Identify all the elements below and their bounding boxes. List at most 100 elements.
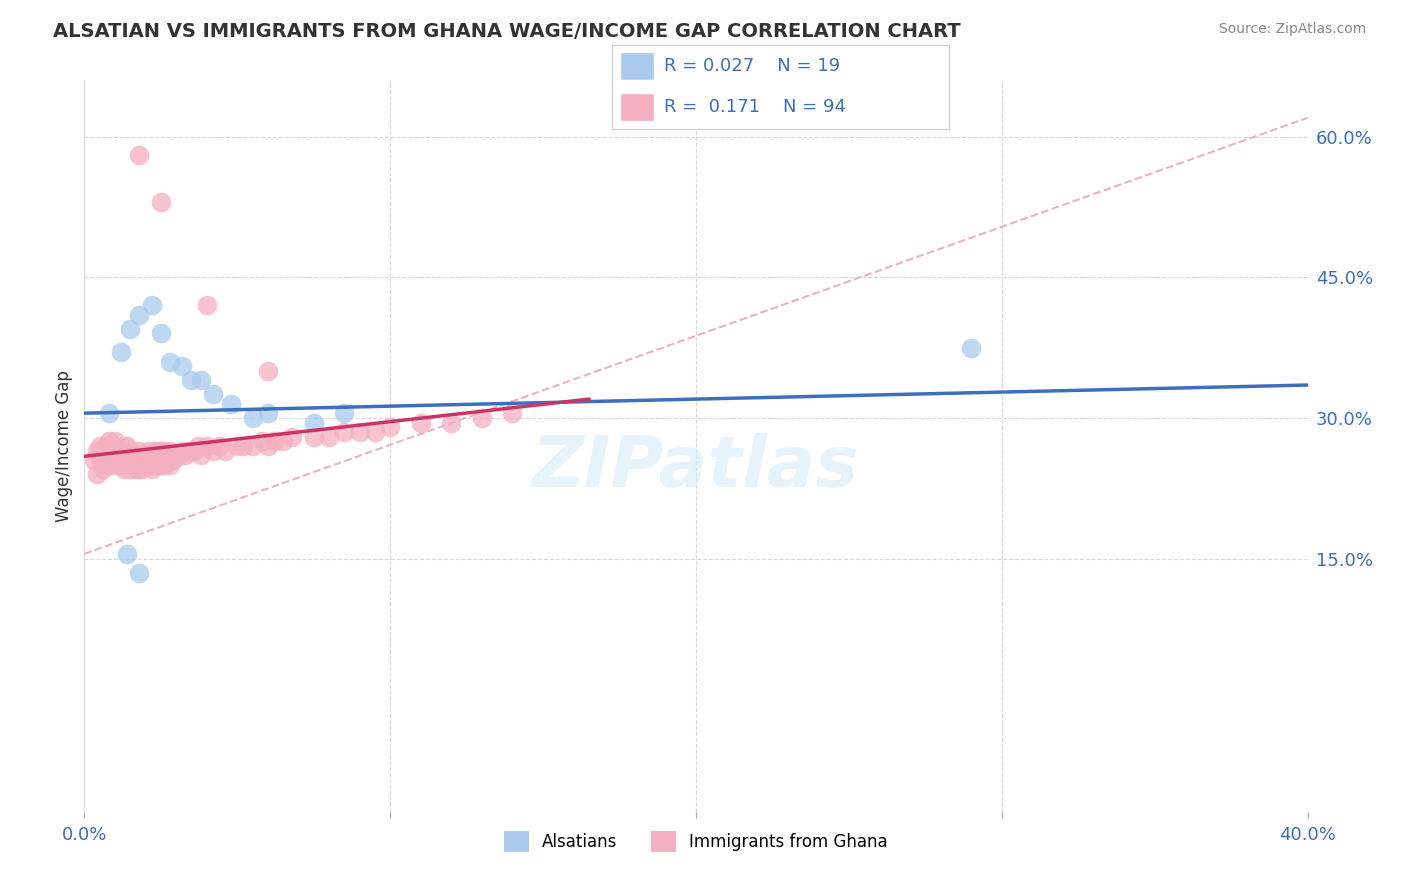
Point bbox=[190, 373, 212, 387]
Point bbox=[195, 439, 218, 453]
Point bbox=[146, 458, 169, 472]
Point bbox=[159, 458, 181, 472]
Point bbox=[138, 443, 160, 458]
Point bbox=[141, 462, 163, 476]
Point bbox=[128, 462, 150, 476]
Point bbox=[162, 453, 184, 467]
Point bbox=[165, 449, 187, 463]
Point bbox=[97, 443, 120, 458]
Point bbox=[112, 453, 135, 467]
Point bbox=[128, 148, 150, 162]
Point bbox=[143, 458, 166, 472]
Point bbox=[146, 443, 169, 458]
Point bbox=[120, 322, 142, 336]
Point bbox=[143, 443, 166, 458]
Text: ZIPatlas: ZIPatlas bbox=[533, 434, 859, 502]
Point bbox=[364, 425, 387, 439]
Point bbox=[91, 462, 114, 476]
Point bbox=[180, 373, 202, 387]
Point bbox=[115, 547, 138, 561]
Point bbox=[89, 453, 111, 467]
Point bbox=[94, 439, 117, 453]
Point bbox=[110, 458, 132, 472]
Point bbox=[242, 410, 264, 425]
Point bbox=[257, 439, 280, 453]
Text: R = 0.027    N = 19: R = 0.027 N = 19 bbox=[664, 57, 839, 75]
Point bbox=[138, 458, 160, 472]
Text: R =  0.171    N = 94: R = 0.171 N = 94 bbox=[664, 98, 846, 116]
Point bbox=[271, 434, 294, 449]
Point bbox=[318, 429, 340, 443]
Point bbox=[174, 449, 197, 463]
Point bbox=[141, 449, 163, 463]
Point bbox=[128, 443, 150, 458]
Point bbox=[201, 443, 224, 458]
Point bbox=[107, 449, 129, 463]
Point bbox=[120, 453, 142, 467]
Point bbox=[112, 462, 135, 476]
Text: ALSATIAN VS IMMIGRANTS FROM GHANA WAGE/INCOME GAP CORRELATION CHART: ALSATIAN VS IMMIGRANTS FROM GHANA WAGE/I… bbox=[53, 22, 962, 41]
Point bbox=[104, 443, 127, 458]
Point bbox=[380, 420, 402, 434]
Legend: Alsatians, Immigrants from Ghana: Alsatians, Immigrants from Ghana bbox=[498, 824, 894, 858]
Point bbox=[186, 439, 208, 453]
Point bbox=[219, 397, 242, 411]
Point bbox=[128, 566, 150, 580]
Point bbox=[131, 449, 153, 463]
Point bbox=[149, 443, 172, 458]
Point bbox=[172, 443, 194, 458]
Point bbox=[149, 195, 172, 210]
Point bbox=[281, 429, 304, 443]
Point bbox=[250, 434, 273, 449]
Point bbox=[115, 439, 138, 453]
Point bbox=[159, 443, 181, 458]
Point bbox=[257, 406, 280, 420]
Point bbox=[177, 443, 200, 458]
Point bbox=[172, 359, 194, 374]
Point bbox=[180, 443, 202, 458]
Point bbox=[153, 458, 176, 472]
Point bbox=[86, 443, 108, 458]
Y-axis label: Wage/Income Gap: Wage/Income Gap bbox=[55, 370, 73, 522]
Point bbox=[226, 439, 249, 453]
Point bbox=[159, 354, 181, 368]
Point bbox=[112, 439, 135, 453]
Point bbox=[502, 406, 524, 420]
Point bbox=[208, 439, 231, 453]
Point bbox=[104, 434, 127, 449]
Point bbox=[101, 458, 124, 472]
Point bbox=[302, 416, 325, 430]
Point bbox=[214, 443, 236, 458]
Point bbox=[135, 449, 157, 463]
Point bbox=[122, 458, 145, 472]
Point bbox=[89, 439, 111, 453]
Bar bbox=[620, 93, 654, 120]
Point bbox=[153, 443, 176, 458]
Point bbox=[183, 443, 205, 458]
Point bbox=[94, 458, 117, 472]
Point bbox=[190, 449, 212, 463]
Point bbox=[104, 453, 127, 467]
Point bbox=[131, 462, 153, 476]
Point bbox=[195, 298, 218, 312]
Point bbox=[135, 458, 157, 472]
Point bbox=[349, 425, 371, 439]
Point bbox=[257, 364, 280, 378]
Point bbox=[201, 387, 224, 401]
Point bbox=[167, 449, 190, 463]
Point bbox=[409, 416, 432, 430]
Point bbox=[125, 462, 148, 476]
Point bbox=[83, 453, 105, 467]
Point bbox=[125, 449, 148, 463]
Point bbox=[120, 462, 142, 476]
Point bbox=[471, 410, 494, 425]
Point bbox=[101, 449, 124, 463]
Point bbox=[115, 449, 138, 463]
Point bbox=[149, 326, 172, 341]
Point bbox=[141, 298, 163, 312]
Point bbox=[128, 453, 150, 467]
Point bbox=[115, 458, 138, 472]
Text: Source: ZipAtlas.com: Source: ZipAtlas.com bbox=[1219, 22, 1367, 37]
Point bbox=[110, 449, 132, 463]
Point bbox=[120, 443, 142, 458]
